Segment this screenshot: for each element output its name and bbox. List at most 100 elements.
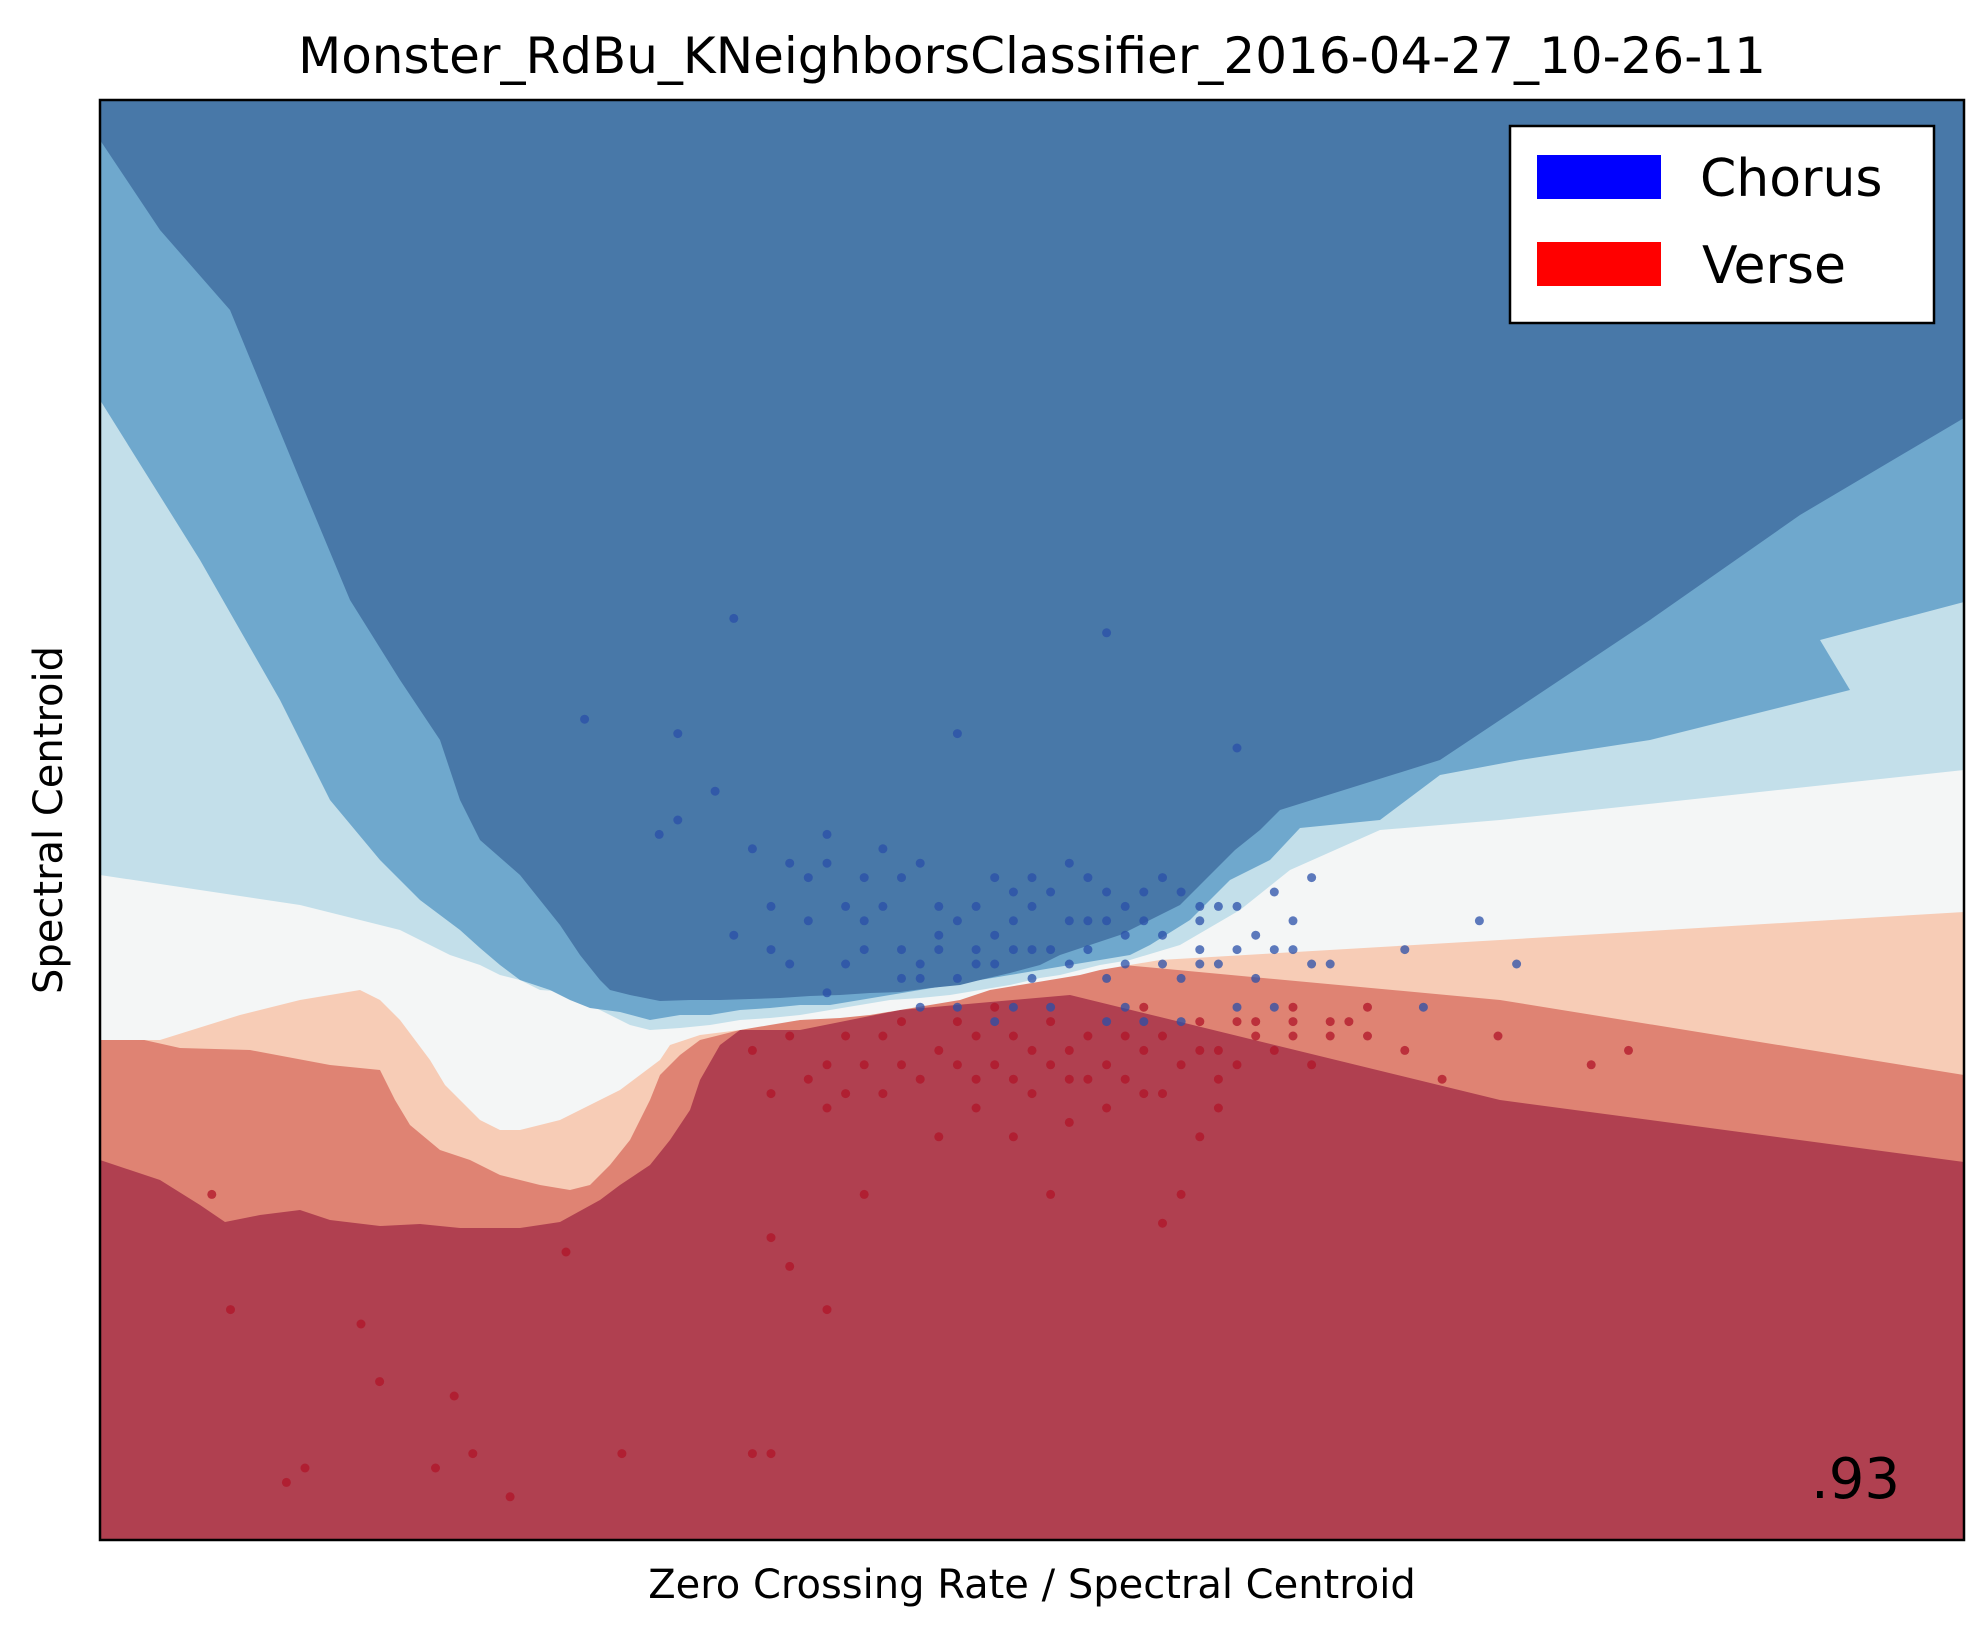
verse-point-32 — [822, 1103, 832, 1113]
verse-point-39 — [878, 1031, 888, 1041]
legend-label-verse: Verse — [1702, 236, 1846, 296]
verse-point-68 — [1493, 1031, 1503, 1041]
verse-point-22 — [1064, 1074, 1074, 1084]
chorus-point-5 — [710, 786, 720, 796]
verse-point-18 — [934, 1132, 944, 1142]
verse-point-37 — [841, 1089, 851, 1099]
verse-point-53 — [1139, 1045, 1149, 1055]
verse-point-75 — [990, 1002, 1000, 1012]
verse-point-29 — [1176, 1189, 1186, 1199]
chorus-point-93 — [1232, 1002, 1242, 1012]
chorus-point-87 — [1008, 1002, 1018, 1012]
chorus-point-21 — [915, 973, 925, 983]
verse-point-31 — [1046, 1189, 1056, 1199]
chorus-point-41 — [990, 873, 1000, 883]
scatter-points — [207, 613, 1633, 1502]
verse-point-55 — [1176, 1060, 1186, 1070]
verse-point-78 — [1120, 1074, 1130, 1084]
chorus-point-47 — [1083, 873, 1093, 883]
chorus-point-9 — [822, 829, 832, 839]
chorus-point-54 — [1269, 887, 1279, 897]
chorus-point-42 — [1008, 916, 1018, 926]
chorus-point-80 — [1269, 945, 1279, 955]
chorus-point-74 — [1083, 945, 1093, 955]
chorus-point-18 — [1307, 959, 1317, 969]
verse-point-74 — [952, 1017, 962, 1027]
verse-point-0 — [207, 1189, 217, 1199]
verse-point-25 — [1195, 1132, 1205, 1142]
chorus-point-61 — [1027, 901, 1037, 911]
chorus-point-89 — [1102, 1017, 1112, 1027]
chorus-point-84 — [915, 1002, 925, 1012]
chorus-point-90 — [1120, 1002, 1130, 1012]
verse-point-69 — [1586, 1060, 1596, 1070]
chorus-point-19 — [1418, 1002, 1428, 1012]
chorus-point-30 — [1195, 945, 1205, 955]
chorus-point-88 — [1046, 1002, 1056, 1012]
verse-point-48 — [1046, 1017, 1056, 1027]
chorus-point-27 — [1046, 945, 1056, 955]
verse-point-87 — [1027, 1089, 1037, 1099]
chorus-point-8 — [878, 844, 888, 854]
chorus-point-17 — [1512, 959, 1522, 969]
chorus-point-102 — [1325, 959, 1335, 969]
chorus-point-70 — [952, 973, 962, 983]
chorus-point-10 — [1120, 901, 1130, 911]
decision-regions — [100, 100, 1964, 1540]
chorus-point-85 — [952, 1002, 962, 1012]
chorus-point-48 — [1102, 887, 1112, 897]
verse-point-40 — [897, 1060, 906, 1070]
verse-point-63 — [1325, 1031, 1335, 1041]
verse-point-66 — [1400, 1045, 1410, 1055]
chorus-point-64 — [1139, 887, 1149, 897]
verse-point-51 — [1102, 1060, 1112, 1070]
chorus-point-44 — [1027, 873, 1037, 883]
verse-point-4 — [356, 1319, 366, 1329]
verse-point-62 — [1307, 1060, 1317, 1070]
chorus-point-100 — [1158, 930, 1167, 940]
chorus-point-52 — [1213, 901, 1223, 911]
verse-point-54 — [1158, 1031, 1167, 1041]
chorus-point-72 — [1027, 945, 1037, 955]
chorus-point-24 — [971, 945, 981, 955]
chorus-point-92 — [1176, 1017, 1186, 1027]
verse-point-27 — [1251, 1031, 1261, 1041]
verse-point-6 — [431, 1463, 440, 1473]
chorus-point-83 — [822, 988, 832, 998]
chorus-point-4 — [580, 714, 590, 724]
chorus-point-11 — [1232, 743, 1242, 753]
chorus-point-23 — [971, 959, 981, 969]
verse-point-46 — [1008, 1031, 1018, 1041]
verse-point-11 — [617, 1449, 627, 1459]
chorus-point-14 — [1102, 916, 1112, 926]
legend-swatch-chorus — [1537, 155, 1661, 199]
chorus-point-101 — [1288, 945, 1298, 955]
verse-point-72 — [841, 1031, 851, 1041]
legend-label-chorus: Chorus — [1700, 149, 1883, 209]
chorus-point-53 — [1251, 930, 1261, 940]
verse-point-86 — [971, 1074, 981, 1084]
verse-point-30 — [1158, 1218, 1167, 1228]
verse-point-89 — [1158, 1089, 1167, 1099]
chorus-point-33 — [785, 858, 795, 868]
verse-point-84 — [1363, 1002, 1372, 1012]
verse-point-61 — [1288, 1017, 1298, 1027]
chorus-point-6 — [654, 829, 664, 839]
chorus-point-57 — [803, 916, 813, 926]
chorus-point-75 — [1120, 959, 1130, 969]
verse-point-2 — [281, 1477, 291, 1487]
verse-point-38 — [859, 1060, 869, 1070]
verse-point-81 — [1232, 1017, 1242, 1027]
verse-point-43 — [952, 1060, 962, 1070]
chorus-point-38 — [897, 873, 906, 883]
chorus-point-94 — [1269, 1002, 1279, 1012]
chorus-point-98 — [990, 930, 1000, 940]
verse-point-10 — [561, 1247, 571, 1257]
legend: Chorus Verse — [1508, 124, 1936, 325]
verse-point-1 — [226, 1305, 235, 1315]
verse-point-7 — [449, 1391, 459, 1401]
verse-point-44 — [971, 1031, 981, 1041]
verse-point-59 — [1251, 1017, 1261, 1027]
chorus-point-99 — [1120, 930, 1130, 940]
verse-point-9 — [505, 1492, 515, 1502]
